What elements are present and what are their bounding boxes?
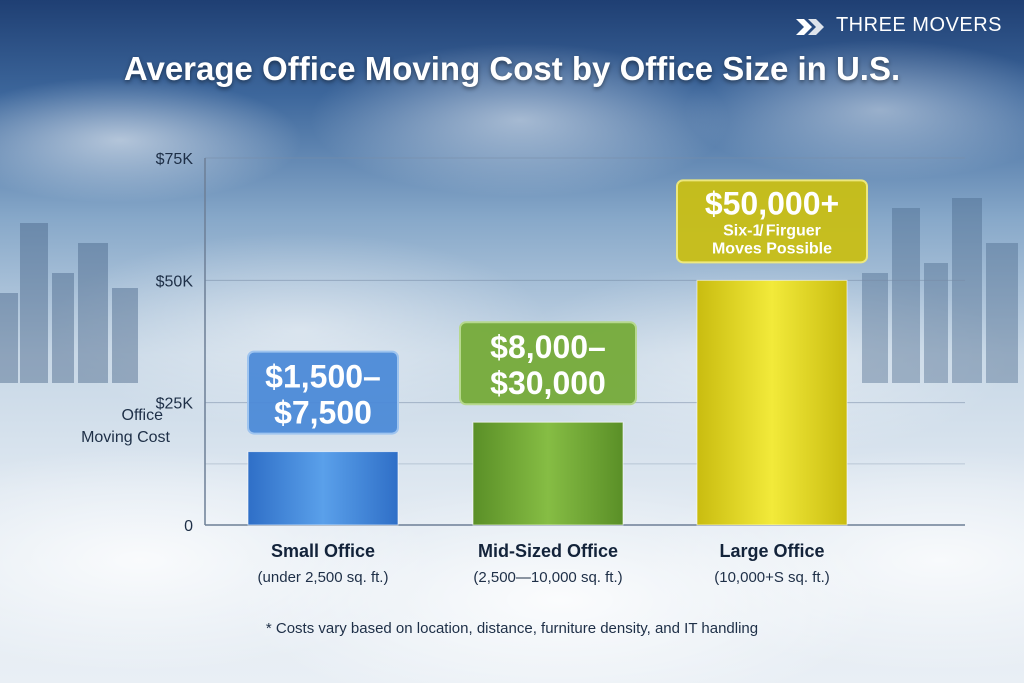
x-category-label: Mid-Sized Office	[478, 541, 618, 561]
data-label-box	[247, 350, 399, 435]
y-tick-label: $25K	[156, 396, 194, 413]
data-label: $8,000–	[490, 329, 606, 365]
y-tick-label: 0	[184, 518, 193, 535]
bar-mid-sized-office	[472, 421, 624, 526]
data-label: Moves Possible	[712, 240, 832, 257]
data-label-box	[459, 321, 637, 406]
x-subcategory-label: (10,000+S sq. ft.)	[714, 569, 829, 586]
x-category-label: Small Office	[271, 541, 375, 561]
footnote: * Costs vary based on location, distance…	[265, 620, 759, 637]
y-tick-label: $50K	[156, 273, 194, 290]
x-subcategory-label: (under 2,500 sq. ft.)	[258, 569, 389, 586]
y-axis-label: Office Moving Cost	[81, 407, 170, 446]
data-label: Six-1̸ Firguer	[723, 222, 821, 239]
chart-title: Average Office Moving Cost by Office Siz…	[123, 50, 901, 87]
x-category-label: Large Office	[719, 541, 824, 561]
three-movers-logo-icon	[795, 18, 824, 35]
y-tick-label: $75K	[156, 151, 194, 168]
data-label: $30,000	[490, 365, 606, 401]
bar-large-office	[696, 279, 848, 526]
x-subcategory-label: (2,500—10,000 sq. ft.)	[473, 569, 622, 586]
data-label: $1,500–	[265, 359, 381, 395]
bar-small-office	[247, 451, 399, 526]
brand-logo: THREE MOVERS	[794, 14, 1002, 37]
brand-name: THREE MOVERS	[835, 14, 1002, 36]
data-label: $7,500	[274, 395, 372, 431]
data-label: $50,000+	[705, 185, 839, 221]
data-label-box	[676, 179, 868, 264]
